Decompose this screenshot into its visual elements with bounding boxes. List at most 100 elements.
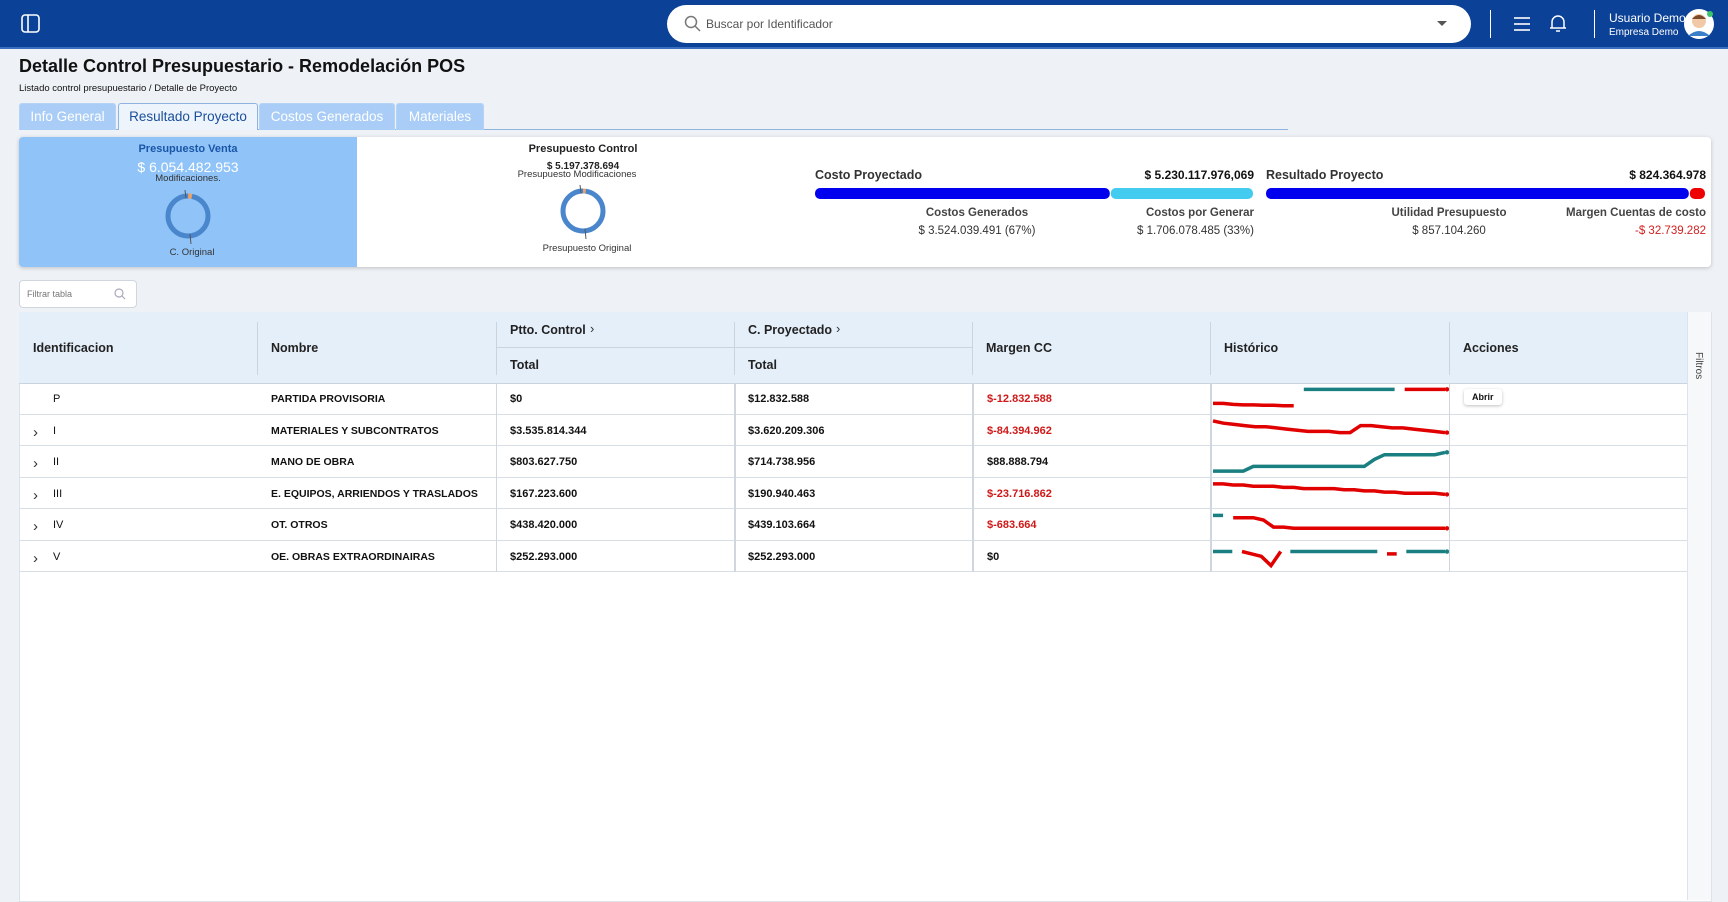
tabs-underline [19,129,1288,130]
cell-proyectado: $190.940.463 [748,487,816,500]
cell-ptto: $252.293.000 [510,550,578,563]
column-header: Margen CC [986,341,1052,355]
kpi-title: Resultado Proyecto [1266,168,1384,182]
donut-label: Presupuesto Modificaciones [518,169,637,180]
row-border [19,539,1687,541]
cell-divider [1210,477,1212,509]
progress-segment [1689,188,1705,199]
row-border [19,508,1687,509]
tab[interactable]: Info General [19,103,116,130]
row-border [19,413,1687,415]
sparkline-end [1444,450,1450,455]
breadcrumb: Listado control presupuestario / Detalle… [19,83,237,94]
sparkline-end [1444,549,1450,554]
menu-icon[interactable] [1512,14,1532,34]
divider [1594,10,1595,38]
kpi-total: $ 824.364.978 [1629,168,1706,182]
avatar[interactable] [1683,8,1715,40]
cell-divider [496,509,497,541]
tab[interactable]: Costos Generados [259,103,395,130]
column-divider [972,322,973,375]
control-amount: $ 5.197.378.694 [547,161,620,172]
cell-margen: $0 [987,550,1000,563]
cell-id: I [53,424,57,437]
venta-title: Presupuesto Venta [138,143,238,155]
cell-margen: $-23.716.862 [987,487,1052,500]
cell-id: II [53,456,60,468]
donut-label: Presupuesto Original [543,243,632,254]
kpi-title: Costo Proyectado [815,168,922,182]
notification-icon[interactable] [1548,13,1568,35]
summary-venta-panel [19,137,357,267]
cell-ptto: $167.223.600 [510,487,578,500]
cell-divider [734,414,736,446]
cell-proyectado: $252.293.000 [748,550,816,563]
cell-divider [496,383,497,415]
cell-divider [734,383,736,415]
cell-divider [734,477,736,509]
donut-slice [560,188,606,234]
tab[interactable]: Resultado Proyecto [118,103,258,130]
breadcrumb-separator: / [148,83,152,94]
page-title: Detalle Control Presupuestario - Remodel… [19,56,466,76]
cell-divider [972,477,974,509]
cell-proyectado: $439.103.664 [748,519,816,531]
expand-toggle[interactable]: › [33,549,38,567]
cell-divider [1210,509,1212,541]
table-header [19,312,1687,384]
sparkline-end [1444,387,1450,392]
chevron: › [836,321,841,336]
cell-divider [1449,383,1450,415]
divider [1490,10,1491,38]
summary-graphics: Presupuesto Venta $ 6.054.482.953Modifica… [137,143,1706,258]
expand-toggle[interactable]: › [33,518,38,535]
cell-divider [1449,414,1450,446]
cell-margen: $-84.394.962 [987,424,1052,437]
cell-id: P [53,393,61,405]
leader-line [189,233,192,245]
expand-toggle[interactable]: › [33,455,38,472]
cell-margen: $88.888.794 [987,456,1049,468]
progress-segment [815,188,1110,199]
company-name: Empresa Demo [1609,27,1679,38]
sparkline [1241,549,1283,569]
tab[interactable]: Materiales [396,103,484,130]
breadcrumb-link[interactable]: Listado control presupuestario [19,83,147,94]
sparkline-end [1444,526,1450,531]
column-header[interactable]: C. Proyectado [748,323,833,337]
cell-divider [496,540,497,572]
search-box[interactable] [667,5,1471,43]
sparkline [1212,419,1446,435]
cell-proyectado: $3.620.209.306 [748,424,825,437]
filter-box[interactable] [19,280,137,308]
sparkline-end [1444,430,1450,435]
donut-label: C. Original [170,247,215,258]
cell-divider [496,414,497,446]
expand-toggle[interactable]: › [33,486,38,504]
dropdown-arrow[interactable] [1436,19,1448,29]
kpi-total: $ 5.230.117.976,069 [1145,168,1255,182]
action-button[interactable]: Abrir [1464,389,1502,405]
cell-id: III [53,487,63,500]
kpi-value: $ 3.524.039.491 (67%) [918,225,1035,237]
control-title: Presupuesto Control [529,143,638,155]
column-header[interactable]: Ptto. Control [510,323,586,337]
sparkline [1213,450,1446,473]
kpi-label: Utilidad Presupuesto [1391,207,1506,219]
column-subheader: Total [510,358,539,372]
filter-search-icon [114,288,126,300]
filters-label[interactable]: Filtros [1693,352,1704,380]
kpi-label: Margen Cuentas de costo [1566,207,1706,219]
cell-name: OT. OTROS [271,519,328,531]
expand-toggle[interactable]: › [33,423,38,441]
column-header: Nombre [271,341,319,355]
sidebar-toggle[interactable] [20,13,42,35]
cell-ptto: $3.535.814.344 [510,424,587,437]
column-subheader: Total [748,358,777,372]
cell-divider [1449,540,1450,572]
subheader-divider [496,347,972,348]
user-name: Usuario Demo [1609,11,1686,25]
search-placeholder: Buscar por Identificador [706,17,833,31]
